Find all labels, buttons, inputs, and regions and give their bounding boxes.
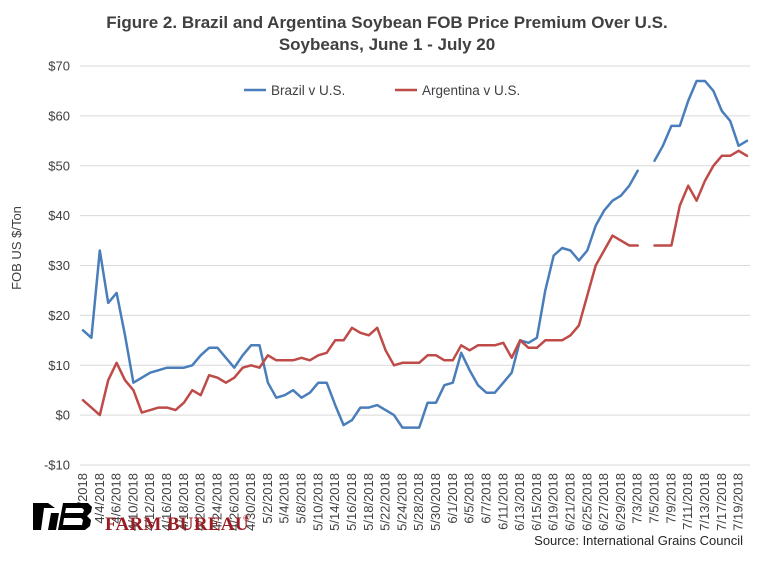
chart-title-line-2: Soybeans, June 1 - July 20: [279, 35, 495, 54]
x-tick-label: 5/18/2018: [361, 473, 376, 531]
x-tick-label: 5/16/2018: [344, 473, 359, 531]
legend-label-argentina: Argentina v U.S.: [422, 83, 520, 98]
x-tick-label: 4/18/2018: [176, 473, 191, 531]
x-tick-label: 5/10/2018: [310, 473, 325, 531]
x-tick-label: 6/27/2018: [596, 473, 611, 531]
x-tick-label: 5/14/2018: [327, 473, 342, 531]
x-tick-label: 5/22/2018: [378, 473, 393, 531]
x-tick-label: 6/5/2018: [462, 473, 477, 524]
x-tick-label: 5/8/2018: [294, 473, 309, 524]
x-tick-label: 6/15/2018: [529, 473, 544, 531]
series-lines: [81, 79, 749, 429]
x-tick-label: 5/28/2018: [411, 473, 426, 531]
source-note: Source: International Grains Council: [534, 533, 743, 548]
y-axis-label: FOB US $/Ton: [9, 206, 24, 290]
x-tick-label: 4/10/2018: [125, 473, 140, 531]
series-line-argentina: [81, 234, 639, 417]
x-tick-label: 7/3/2018: [630, 473, 645, 524]
x-tick-label: 7/17/2018: [714, 473, 729, 531]
x-tick-label: 7/5/2018: [647, 473, 662, 524]
y-tick-label: $30: [48, 258, 70, 273]
x-tick-label: 7/13/2018: [697, 473, 712, 531]
series-line-brazil: [81, 169, 639, 429]
x-tick-label: 5/2/2018: [260, 473, 275, 524]
x-tick-label: 6/13/2018: [512, 473, 527, 531]
legend-label-brazil: Brazil v U.S.: [271, 83, 345, 98]
x-axis-ticks: 4/2/2018 4/4/2018 4/6/2018 4/10/2018 4/12/20…: [75, 473, 746, 531]
y-tick-label: -$10: [44, 458, 70, 473]
y-tick-label: $50: [48, 158, 70, 173]
x-tick-label: 4/20/2018: [193, 473, 208, 531]
x-tick-label: 6/7/2018: [478, 473, 493, 524]
farm-bureau-logo: FARM BUREAU ®: [33, 503, 250, 535]
x-tick-label: 4/30/2018: [243, 473, 258, 531]
y-tick-label: $70: [48, 59, 70, 74]
x-tick-label: 6/29/2018: [613, 473, 628, 531]
x-tick-label: 4/4/2018: [92, 473, 107, 524]
x-tick-label: 5/4/2018: [277, 473, 292, 524]
x-tick-label: 7/19/2018: [731, 473, 746, 531]
x-tick-label: 4/26/2018: [226, 473, 241, 531]
x-tick-label: 4/6/2018: [109, 473, 124, 524]
series-line-argentina: [653, 149, 749, 247]
y-tick-label: $0: [56, 408, 70, 423]
series-line-brazil: [653, 79, 749, 163]
y-tick-label: $40: [48, 208, 70, 223]
x-tick-label: 6/11/2018: [495, 473, 510, 530]
y-tick-label: $60: [48, 108, 70, 123]
y-tick-label: $10: [48, 358, 70, 373]
legend: Brazil v U.S. Argentina v U.S.: [244, 83, 520, 98]
x-tick-label: 6/19/2018: [546, 473, 561, 531]
x-tick-label: 7/9/2018: [663, 473, 678, 524]
x-tick-label: 6/21/2018: [562, 473, 577, 531]
logo-registered-mark: ®: [243, 513, 250, 523]
x-tick-label: 5/24/2018: [394, 473, 409, 531]
x-tick-label: 4/16/2018: [159, 473, 174, 531]
x-tick-label: 6/25/2018: [579, 473, 594, 531]
chart-title-line-1: Figure 2. Brazil and Argentina Soybean F…: [106, 13, 667, 32]
logo-wordmark: FARM BUREAU: [105, 514, 249, 535]
x-tick-label: 4/12/2018: [142, 473, 157, 531]
y-tick-label: $20: [48, 308, 70, 323]
x-tick-label: 4/24/2018: [209, 473, 224, 531]
x-tick-label: 6/1/2018: [445, 473, 460, 524]
x-tick-label: 5/30/2018: [428, 473, 443, 531]
y-axis-ticks: -$10 $0 $10 $20 $30 $40 $50 $60 $70: [44, 59, 70, 473]
x-tick-label: 7/11/2018: [680, 473, 695, 530]
